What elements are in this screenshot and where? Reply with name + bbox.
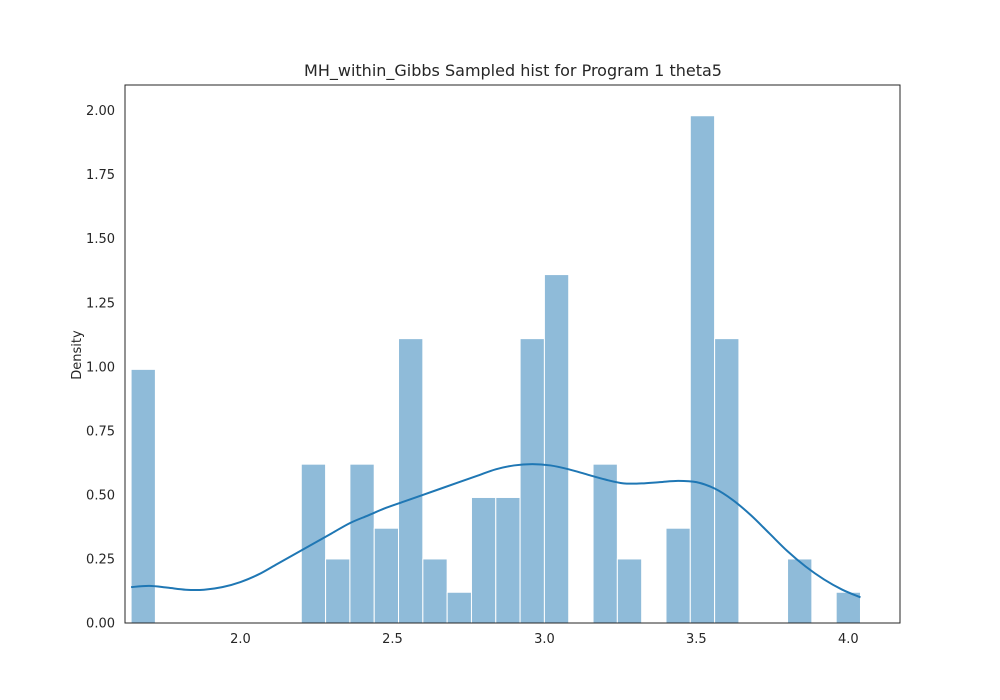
y-tick-label: 0.25 bbox=[86, 552, 115, 567]
plot-frame bbox=[124, 84, 901, 624]
y-tick-label: 1.00 bbox=[86, 360, 115, 375]
histogram-bar bbox=[714, 338, 740, 624]
histogram-bar bbox=[398, 338, 424, 624]
histogram-bar bbox=[373, 527, 400, 624]
x-tick-label: 4.0 bbox=[838, 632, 859, 647]
chart-title: MH_within_Gibbs Sampled hist for Program… bbox=[304, 61, 722, 81]
y-tick-label: 1.25 bbox=[86, 296, 115, 311]
y-axis-label: Density bbox=[70, 330, 85, 380]
histogram-bar bbox=[592, 463, 618, 624]
y-tick-label: 0.50 bbox=[86, 488, 115, 503]
x-tick-label: 3.5 bbox=[686, 632, 707, 647]
histogram-bar bbox=[495, 496, 521, 624]
histogram-bar bbox=[543, 274, 570, 624]
histogram-bar bbox=[130, 368, 156, 624]
y-axis-ticks: 0.00 0.25 0.50 0.75 1.00 1.25 1.50 1.75 2.00 bbox=[86, 104, 115, 631]
histogram-bar bbox=[446, 591, 472, 624]
histogram-bar bbox=[665, 527, 691, 624]
histogram-bar bbox=[689, 115, 716, 624]
histogram-bar bbox=[325, 558, 351, 624]
x-tick-label: 3.0 bbox=[534, 632, 555, 647]
x-tick-label: 2.0 bbox=[230, 632, 251, 647]
bars-layer bbox=[130, 115, 861, 624]
y-tick-label: 0.00 bbox=[86, 617, 115, 632]
histogram-bar bbox=[616, 558, 643, 624]
x-axis-ticks: 2.0 2.5 3.0 3.5 4.0 bbox=[230, 632, 859, 647]
histogram-bar bbox=[470, 496, 497, 624]
y-tick-label: 1.75 bbox=[86, 168, 115, 183]
kde-layer bbox=[131, 463, 861, 599]
histogram-bar bbox=[422, 558, 448, 624]
kde-curve bbox=[131, 463, 861, 599]
y-tick-label: 2.00 bbox=[86, 104, 115, 119]
x-tick-label: 2.5 bbox=[382, 632, 403, 647]
histogram-bar bbox=[519, 338, 545, 624]
histogram-bar bbox=[835, 591, 861, 624]
y-tick-label: 0.75 bbox=[86, 424, 115, 439]
histogram-bar bbox=[349, 463, 375, 624]
y-tick-label: 1.50 bbox=[86, 232, 115, 247]
